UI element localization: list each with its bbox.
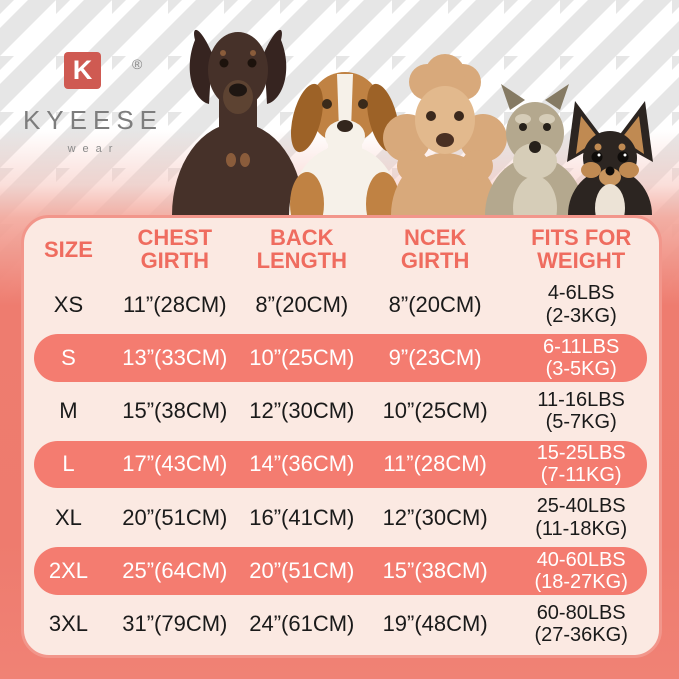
- neck-cell: 9”(23CM): [388, 344, 482, 370]
- dog-beagle: [289, 72, 401, 215]
- weight-cell: 6-11LBS (3-5KG): [542, 335, 620, 380]
- size-row-s: S 13”(33CM) 10”(25CM) 9”(23CM) 6-11LBS (…: [24, 331, 659, 384]
- logo-k-mark: K: [64, 52, 101, 89]
- back-cell: 12”(30CM): [249, 398, 355, 424]
- dogs-illustration: [172, 29, 653, 215]
- back-cell: 14”(36CM): [249, 451, 355, 477]
- size-cell: XL: [54, 504, 82, 530]
- size-row-l: L 17”(43CM) 14”(36CM) 11”(28CM) 15-25LBS…: [24, 438, 659, 491]
- brand-wordmark: KYEESE: [22, 105, 164, 135]
- neck-cell: 10”(25CM): [382, 398, 488, 424]
- neck-cell: 12”(30CM): [382, 504, 488, 530]
- size-row-xs: XS 11”(28CM) 8”(20CM) 8”(20CM) 4-6LBS (2…: [24, 278, 659, 331]
- neck-cell: 19”(48CM): [382, 611, 488, 637]
- weight-cell: 40-60LBS (18-27KG): [534, 548, 628, 594]
- chest-cell: 13”(33CM): [122, 344, 228, 370]
- neck-cell: 15”(38CM): [382, 558, 488, 584]
- size-chart-panel: SIZE CHEST GIRTH BACK LENGTH NCEK GIRTH …: [21, 215, 662, 658]
- logo-mark-row: K ®: [14, 52, 166, 92]
- size-cell: 3XL: [48, 611, 89, 637]
- header-chest-girth: CHEST GIRTH: [137, 225, 213, 273]
- dog-schnauzer: [485, 84, 585, 215]
- back-cell: 10”(25CM): [249, 344, 355, 370]
- size-cell: S: [61, 344, 76, 370]
- size-chart-header-row: SIZE CHEST GIRTH BACK LENGTH NCEK GIRTH …: [24, 222, 659, 278]
- dog-chihuahua: [567, 101, 653, 215]
- header-back-length: BACK LENGTH: [256, 225, 348, 273]
- neck-cell: 11”(28CM): [383, 451, 487, 477]
- chest-cell: 15”(38CM): [122, 398, 228, 424]
- row-highlight-pill: [34, 440, 647, 489]
- registered-trademark-symbol: ®: [132, 56, 143, 72]
- dog-poodle: [383, 54, 507, 215]
- size-cell: M: [59, 398, 78, 424]
- size-row-3xl: 3XL 31”(79CM) 24”(61CM) 19”(48CM) 60-80L…: [24, 598, 659, 651]
- weight-cell: 60-80LBS (27-36KG): [534, 601, 628, 647]
- weight-cell: 25-40LBS (11-18KG): [535, 495, 628, 540]
- chest-cell: 25”(64CM): [122, 558, 228, 584]
- brand-sub-label: wear: [67, 143, 120, 155]
- back-cell: 16”(41CM): [249, 504, 355, 530]
- neck-cell: 8”(20CM): [388, 291, 482, 317]
- chest-cell: 31”(79CM): [122, 611, 228, 637]
- weight-cell: 4-6LBS (2-3KG): [545, 282, 617, 327]
- row-highlight-pill: [34, 547, 647, 595]
- dog-doberman: [172, 29, 304, 215]
- weight-cell: 15-25LBS (7-11KG): [536, 442, 626, 487]
- chest-cell: 11”(28CM): [123, 291, 227, 317]
- weight-cell: 11-16LBS (5-7KG): [537, 388, 625, 434]
- header-fits-for-weight: FITS FOR WEIGHT: [531, 225, 632, 273]
- chest-cell: 20”(51CM): [122, 504, 228, 530]
- size-row-xl: XL 20”(51CM) 16”(41CM) 12”(30CM) 25-40LB…: [24, 491, 659, 544]
- size-row-m: M 15”(38CM) 12”(30CM) 10”(25CM) 11-16LBS…: [24, 385, 659, 438]
- row-highlight-pill: [34, 334, 647, 382]
- brand-logo: K ® KYEESE wear: [14, 52, 166, 155]
- back-cell: 24”(61CM): [249, 611, 355, 637]
- header-neck-girth: NCEK GIRTH: [400, 225, 470, 273]
- size-cell: L: [62, 451, 75, 477]
- size-cell: XS: [53, 291, 84, 317]
- header-size: SIZE: [43, 236, 93, 262]
- back-cell: 20”(51CM): [249, 558, 355, 584]
- size-cell: 2XL: [48, 558, 89, 584]
- size-row-2xl: 2XL 25”(64CM) 20”(51CM) 15”(38CM) 40-60L…: [24, 544, 659, 597]
- chest-cell: 17”(43CM): [122, 451, 228, 477]
- back-cell: 8”(20CM): [255, 291, 349, 317]
